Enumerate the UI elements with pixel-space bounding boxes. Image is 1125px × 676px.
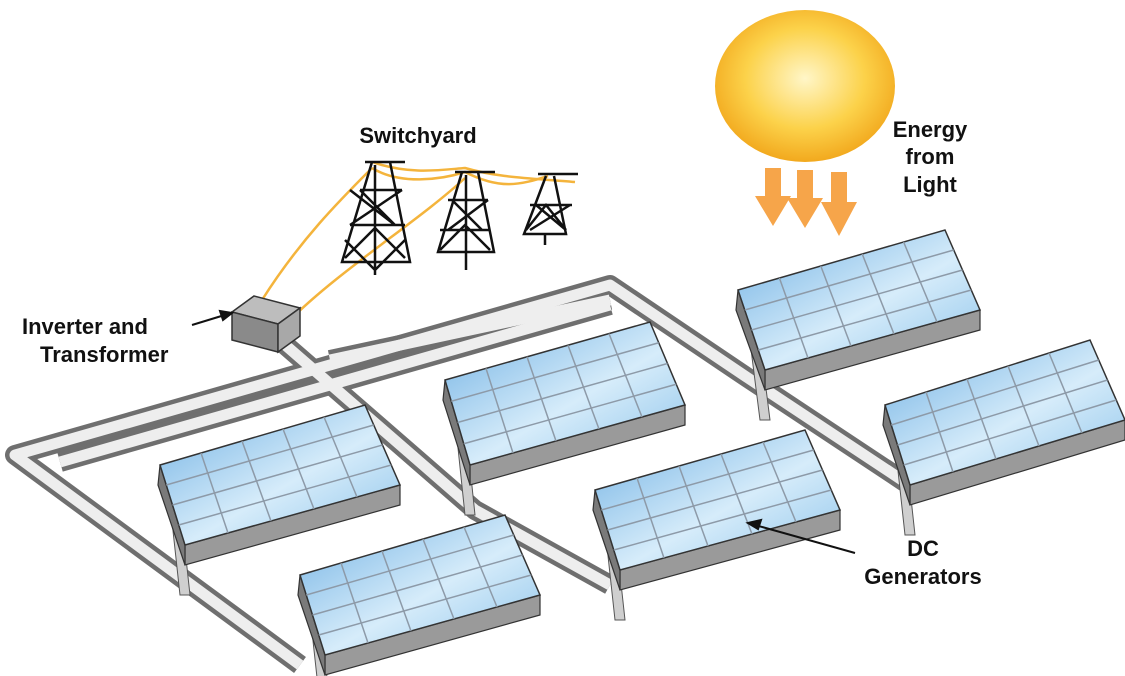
wires: [262, 162, 575, 320]
label-dc: Generators: [864, 564, 981, 589]
inverter-box: [232, 296, 300, 352]
page: Switchyard Energy from Light Inverter an…: [0, 0, 1125, 676]
label-energy: Light: [903, 172, 957, 197]
label-inverter: Inverter and: [22, 314, 148, 339]
label-inverter: Transformer: [40, 342, 169, 367]
label-dc: DC: [907, 536, 939, 561]
label-energy: Energy: [893, 117, 968, 142]
label-switchyard: Switchyard: [359, 123, 476, 148]
sun: [715, 10, 895, 162]
diagram: Switchyard Energy from Light Inverter an…: [0, 0, 1125, 676]
light-arrows: [755, 168, 857, 236]
label-energy: from: [906, 144, 955, 169]
